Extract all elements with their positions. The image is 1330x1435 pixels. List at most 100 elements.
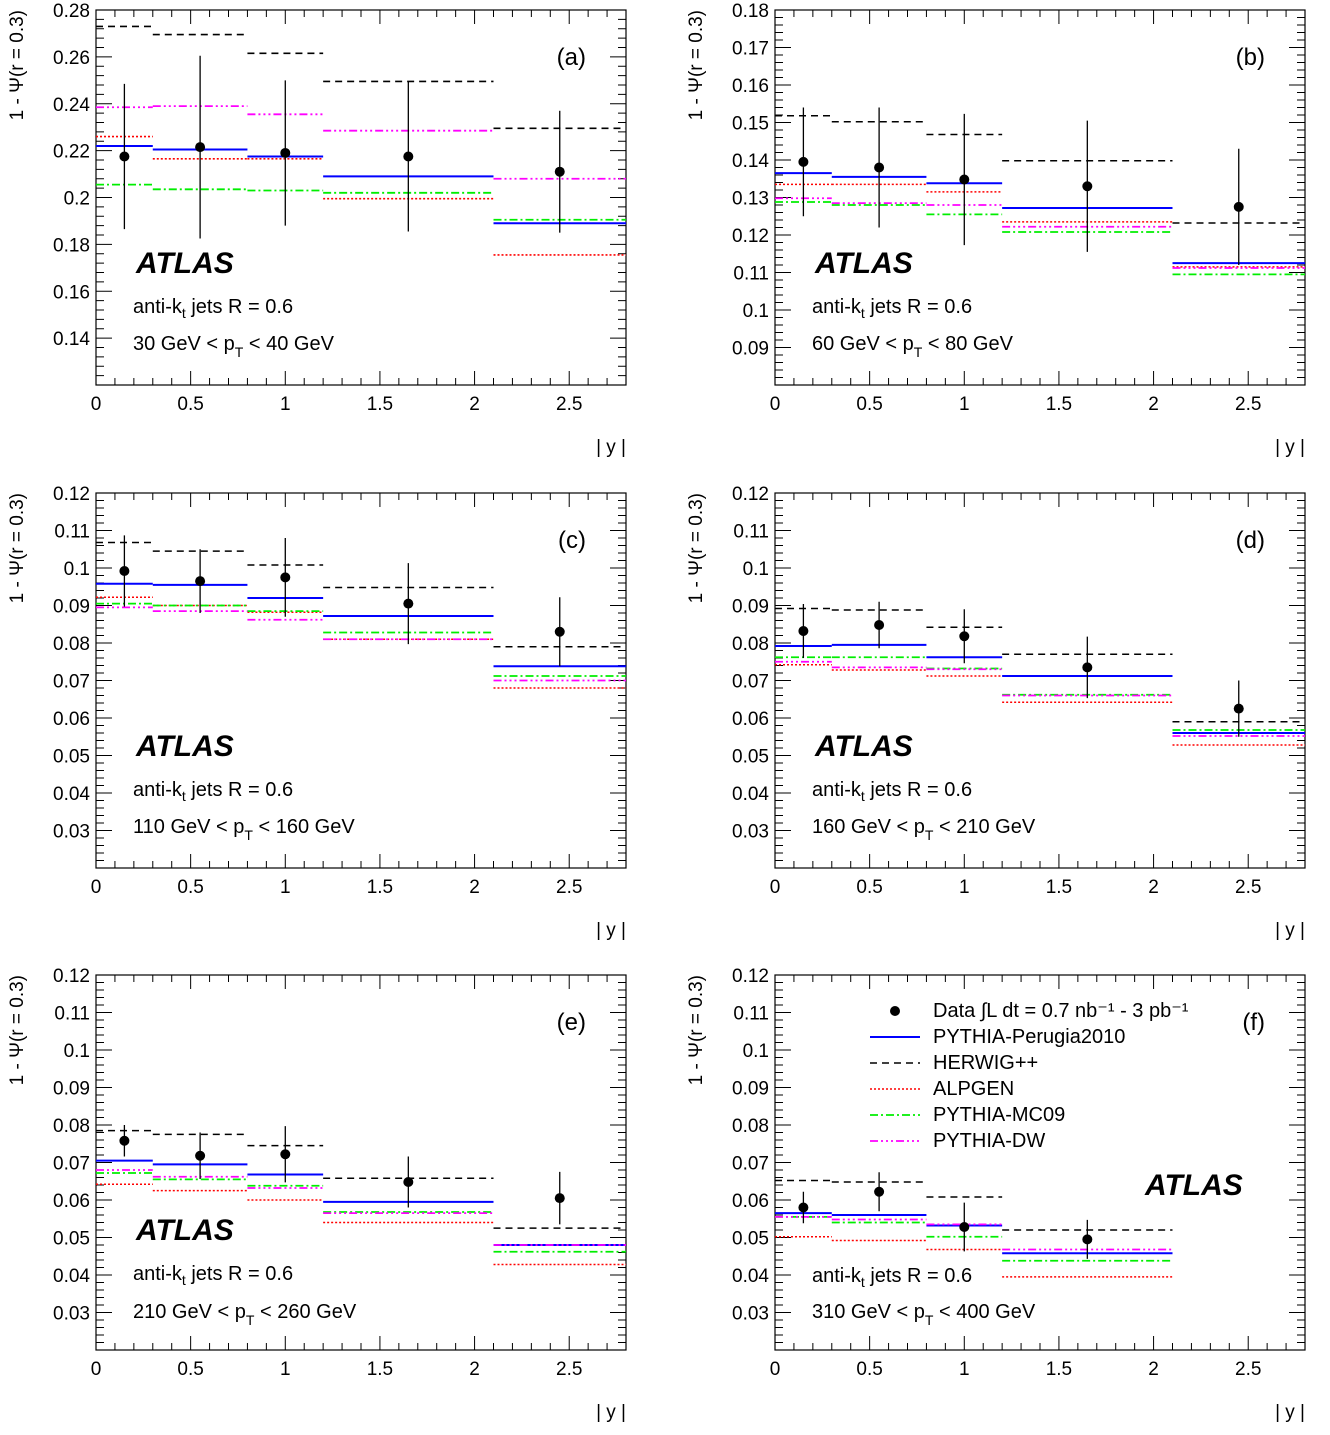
x-tick-label: 0 [91, 877, 102, 898]
x-tick-label: 2 [469, 877, 480, 898]
y-tick-label: 0.04 [53, 784, 90, 805]
x-tick-label: 2 [1148, 394, 1159, 415]
y-tick-label: 0.04 [732, 1266, 769, 1287]
legend-entry-label: PYTHIA-MC09 [933, 1104, 1065, 1126]
y-tick-label: 0.18 [732, 1, 769, 22]
panel-label: (e) [557, 1009, 586, 1036]
x-tick-label: 1 [959, 877, 970, 898]
y-tick-label: 0.12 [53, 484, 90, 505]
y-tick-label: 0.11 [54, 1004, 90, 1025]
jet-algorithm-label: anti-kt jets R = 0.6 [133, 296, 293, 321]
y-tick-label: 0.05 [53, 747, 90, 768]
plot-frame [774, 492, 1306, 869]
y-tick-label: 0.14 [732, 151, 769, 172]
x-tick-label: 1.5 [367, 1359, 393, 1380]
x-tick-label: 1.5 [1046, 1359, 1072, 1380]
legend-entry-label: HERWIG++ [933, 1052, 1038, 1074]
y-tick-label: 0.22 [53, 142, 90, 163]
atlas-label: ATLAS [135, 247, 234, 280]
data-point [119, 151, 130, 162]
y-tick-label: 0.05 [53, 1229, 90, 1250]
y-tick-label: 0.07 [732, 672, 769, 693]
x-tick-label: 1.5 [367, 877, 393, 898]
x-tick-label: 2.5 [1235, 1359, 1261, 1380]
data-point [959, 631, 970, 642]
y-tick-label: 0.11 [733, 264, 769, 285]
y-axis-label: 1 - Ψ(r = 0.3) [686, 493, 707, 603]
x-tick-label: 2.5 [1235, 877, 1261, 898]
jet-algorithm-label: anti-kt jets R = 0.6 [812, 296, 972, 321]
data-point [403, 598, 414, 609]
y-tick-label: 0.16 [53, 282, 90, 303]
y-tick-label: 0.14 [53, 329, 90, 350]
y-tick-label: 0.11 [733, 522, 769, 543]
x-axis-label: | y | [1275, 437, 1305, 458]
pt-range-label: 30 GeV < pT < 40 GeV [133, 333, 335, 360]
x-tick-label: 1 [959, 394, 970, 415]
atlas-label: ATLAS [1144, 1169, 1243, 1202]
y-tick-label: 0.26 [53, 48, 90, 69]
legend-data-label: Data ∫L dt = 0.7 nb⁻¹ - 3 pb⁻¹ [933, 1000, 1189, 1022]
panel-label: (f) [1242, 1009, 1265, 1036]
pt-range-label: 110 GeV < pT < 160 GeV [133, 816, 355, 843]
y-tick-label: 0.1 [743, 1041, 769, 1062]
data-point [119, 566, 130, 576]
panel-label: (d) [1236, 527, 1265, 554]
y-tick-label: 0.09 [53, 597, 90, 618]
y-tick-label: 0.08 [53, 1116, 90, 1137]
x-axis-label: | y | [596, 920, 626, 941]
data-point [1233, 703, 1244, 714]
y-tick-label: 0.08 [732, 634, 769, 655]
y-tick-label: 0.09 [732, 1079, 769, 1100]
data-point [195, 142, 206, 153]
panel-label: (a) [557, 44, 586, 71]
jet-algorithm-label: anti-kt jets R = 0.6 [812, 779, 972, 804]
y-tick-label: 0.05 [732, 1229, 769, 1250]
x-tick-label: 0.5 [856, 877, 882, 898]
atlas-label: ATLAS [814, 247, 913, 280]
x-tick-label: 1.5 [367, 394, 393, 415]
atlas-label: ATLAS [814, 730, 913, 763]
y-axis-label: 1 - Ψ(r = 0.3) [7, 975, 28, 1085]
y-tick-label: 0.1 [64, 1041, 90, 1062]
jet-algorithm-label: anti-kt jets R = 0.6 [133, 779, 293, 804]
data-point [554, 626, 565, 637]
x-tick-label: 0.5 [177, 877, 203, 898]
legend-entry-label: ALPGEN [933, 1078, 1014, 1100]
data-point [1082, 662, 1093, 673]
y-tick-label: 0.04 [732, 784, 769, 805]
x-tick-label: 1 [280, 394, 291, 415]
x-tick-label: 2.5 [556, 877, 582, 898]
legend-entry-label: PYTHIA-DW [933, 1130, 1045, 1152]
x-tick-label: 2.5 [556, 394, 582, 415]
x-tick-label: 0.5 [177, 394, 203, 415]
x-tick-label: 2 [1148, 1359, 1159, 1380]
plot-frame [95, 9, 627, 386]
y-tick-label: 0.08 [732, 1116, 769, 1137]
y-tick-label: 0.07 [53, 672, 90, 693]
y-axis-label: 1 - Ψ(r = 0.3) [7, 493, 28, 603]
plot-frame [774, 9, 1306, 386]
data-point [554, 1193, 565, 1204]
y-tick-label: 0.28 [53, 1, 90, 22]
x-tick-label: 2 [1148, 877, 1159, 898]
data-point [280, 1149, 291, 1160]
y-tick-label: 0.03 [53, 1304, 90, 1325]
pt-range-label: 160 GeV < pT < 210 GeV [812, 816, 1036, 843]
data-point [798, 156, 809, 167]
chart-panel-c: 0 0.5 1 1.5 2 2.5 0.03 0.04 0.05 0.06 0.07 0.08 0.09… [7, 484, 627, 941]
y-tick-label: 0.03 [53, 822, 90, 843]
x-tick-label: 0 [91, 1359, 102, 1380]
y-tick-label: 0.07 [732, 1154, 769, 1175]
x-tick-label: 0 [770, 1359, 781, 1380]
y-tick-label: 0.1 [64, 559, 90, 580]
x-tick-label: 2 [469, 1359, 480, 1380]
x-tick-label: 1 [280, 1359, 291, 1380]
x-tick-label: 0.5 [856, 1359, 882, 1380]
x-tick-label: 0.5 [177, 1359, 203, 1380]
y-tick-label: 0.03 [732, 822, 769, 843]
y-tick-label: 0.24 [53, 95, 90, 116]
legend-entry-label: PYTHIA-Perugia2010 [933, 1026, 1125, 1048]
y-axis-label: 1 - Ψ(r = 0.3) [686, 10, 707, 120]
y-tick-label: 0.15 [732, 114, 769, 135]
